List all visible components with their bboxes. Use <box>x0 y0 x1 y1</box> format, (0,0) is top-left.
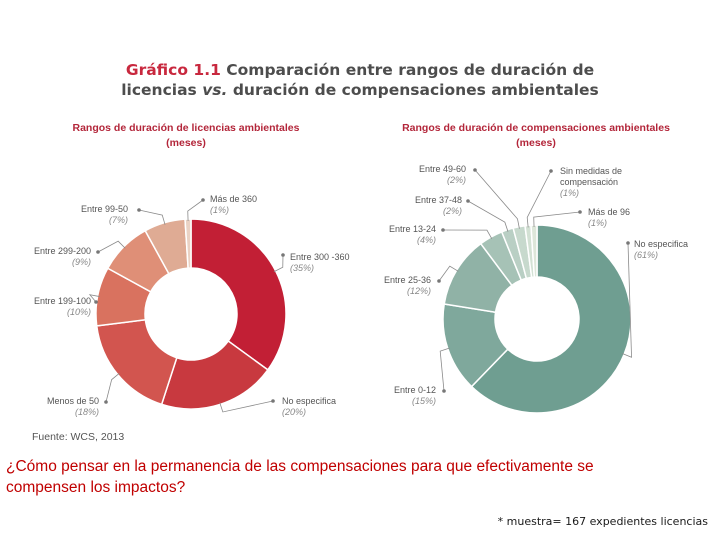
licencias-leader-dot-mas-de-360 <box>201 198 205 202</box>
compensaciones-pct-entre-13-24: (4%) <box>417 235 436 245</box>
licencias-pct-entre-199-100: (10%) <box>67 307 91 317</box>
compensaciones-leader-mas-de-96 <box>533 211 581 228</box>
figure-title-line-1: Gráfico 1.1 Comparación entre rangos de … <box>0 60 720 80</box>
sample-note: * muestra= 167 expedientes licencias <box>497 515 708 528</box>
licencias-leader-entre-300-360 <box>273 254 284 273</box>
compensaciones-leader-no-especifica <box>622 242 632 358</box>
compensaciones-leader-dot-no-especifica <box>626 241 630 245</box>
licencias-leader-dot-entre-300-360 <box>281 253 285 257</box>
figure-number: Gráfico 1.1 <box>125 61 221 79</box>
licencias-label-mas-de-360: Más de 360 <box>210 194 257 204</box>
compensaciones-donut: No especifica(61%) Entre 0-12(15%) Entre 2… <box>384 164 688 414</box>
compensaciones-leader-entre-0-12 <box>439 347 450 392</box>
compensaciones-pct-no-especifica: (61%) <box>634 250 658 260</box>
compensaciones-leader-entre-49-60 <box>474 169 520 229</box>
left-chart-unit: (meses) <box>166 137 206 149</box>
left-chart-subtitle: Rangos de duración de licencias ambienta… <box>36 121 336 151</box>
licencias-leader-dot-entre-99-50 <box>137 208 141 212</box>
compensaciones-pct-entre-0-12: (15%) <box>412 396 436 406</box>
compensaciones-label-entre-0-12: Entre 0-12 <box>394 385 436 395</box>
licencias-label-menos-de-50: Menos de 50 <box>47 396 99 406</box>
right-chart-subtitle: Rangos de duración de compensaciones amb… <box>386 121 686 151</box>
figure-title: Gráfico 1.1 Comparación entre rangos de … <box>0 60 720 100</box>
licencias-pct-entre-299-200: (9%) <box>72 257 91 267</box>
compensaciones-label-entre-49-60: Entre 49-60 <box>419 164 466 174</box>
licencias-leader-dot-no-especifica <box>271 399 275 403</box>
licencias-leader-entre-299-200 <box>97 240 126 253</box>
compensaciones-label-sin-medidas-de-compensacion: compensación <box>560 177 618 187</box>
compensaciones-leader-dot-entre-49-60 <box>473 168 477 172</box>
licencias-leader-entre-99-50 <box>138 209 166 225</box>
figure-title-line-2: licencias vs. duración de compensaciones… <box>0 80 720 100</box>
licencias-label-no-especifica: No especifica <box>282 396 336 406</box>
compensaciones-leader-dot-entre-25-36 <box>437 279 441 283</box>
licencias-pct-entre-99-50: (7%) <box>109 215 128 225</box>
compensaciones-pct-entre-37-48: (2%) <box>443 206 462 216</box>
licencias-leader-mas-de-360 <box>187 199 204 222</box>
licencias-leader-dot-menos-de-50 <box>104 400 108 404</box>
licencias-leader-dot-entre-299-200 <box>96 250 100 254</box>
compensaciones-leader-dot-mas-de-96 <box>578 210 582 214</box>
licencias-slice-mas-de-360 <box>184 218 192 269</box>
licencias-pct-no-especifica: (20%) <box>282 407 306 417</box>
licencias-leader-no-especifica <box>219 400 274 413</box>
licencias-label-entre-99-50: Entre 99-50 <box>81 204 128 214</box>
right-chart-unit: (meses) <box>516 137 556 149</box>
figure-title-text-2a: licencias <box>121 81 197 99</box>
licencias-label-entre-299-200: Entre 299-200 <box>34 246 91 256</box>
compensaciones-slice-mas-de-96 <box>530 224 538 278</box>
source-note: Fuente: WCS, 2013 <box>32 431 125 443</box>
compensaciones-pct-entre-49-60: (2%) <box>447 175 466 185</box>
compensaciones-slice-no-especifica <box>470 224 632 414</box>
question-text: ¿Cómo pensar en la permanencia de las co… <box>6 458 594 496</box>
compensaciones-label-entre-25-36: Entre 25-36 <box>384 275 431 285</box>
compensaciones-leader-dot-entre-0-12 <box>442 389 446 393</box>
figure-title-text-2b: duración de compensaciones ambientales <box>232 81 599 99</box>
compensaciones-label-no-especifica: No especifica <box>634 239 688 249</box>
compensaciones-leader-entre-37-48 <box>467 200 509 232</box>
licencias-label-entre-300-360: Entre 300 -360 <box>290 252 350 262</box>
licencias-donut: Entre 300 -360(35%) No especifica(20%) Men… <box>34 194 350 417</box>
figure-title-text-1: Comparación entre rangos de duración de <box>226 61 595 79</box>
compensaciones-label-mas-de-96: Más de 96 <box>588 207 630 217</box>
right-chart-title: Rangos de duración de compensaciones amb… <box>402 122 670 134</box>
compensaciones-leader-dot-sin-medidas-de-compensacion <box>549 169 553 173</box>
compensaciones-leader-dot-entre-37-48 <box>466 199 470 203</box>
compensaciones-label-entre-13-24: Entre 13-24 <box>389 224 436 234</box>
compensaciones-label-sin-medidas-de-compensacion: Sin medidas de <box>560 166 622 176</box>
compensaciones-pct-entre-25-36: (12%) <box>407 286 431 296</box>
licencias-label-entre-199-100: Entre 199-100 <box>34 296 91 306</box>
compensaciones-label-entre-37-48: Entre 37-48 <box>415 195 462 205</box>
compensaciones-leader-entre-25-36 <box>438 265 459 282</box>
left-chart-title: Rangos de duración de licencias ambienta… <box>72 122 300 134</box>
figure-title-vs: vs. <box>202 81 228 99</box>
licencias-pct-menos-de-50: (18%) <box>75 407 99 417</box>
licencias-leader-entre-199-100 <box>88 294 100 303</box>
licencias-pct-entre-300-360: (35%) <box>290 263 314 273</box>
compensaciones-leader-dot-entre-13-24 <box>441 228 445 232</box>
compensaciones-leader-entre-13-24 <box>442 229 493 240</box>
licencias-leader-dot-entre-199-100 <box>94 300 98 304</box>
licencias-slice-entre-300-360 <box>190 218 287 371</box>
licencias-pct-mas-de-360: (1%) <box>210 205 229 215</box>
compensaciones-pct-mas-de-96: (1%) <box>588 218 607 228</box>
compensaciones-pct-sin-medidas-de-compensacion: (1%) <box>560 188 579 198</box>
compensaciones-leader-sin-medidas-de-compensacion <box>526 170 552 228</box>
licencias-leader-menos-de-50 <box>105 372 120 403</box>
